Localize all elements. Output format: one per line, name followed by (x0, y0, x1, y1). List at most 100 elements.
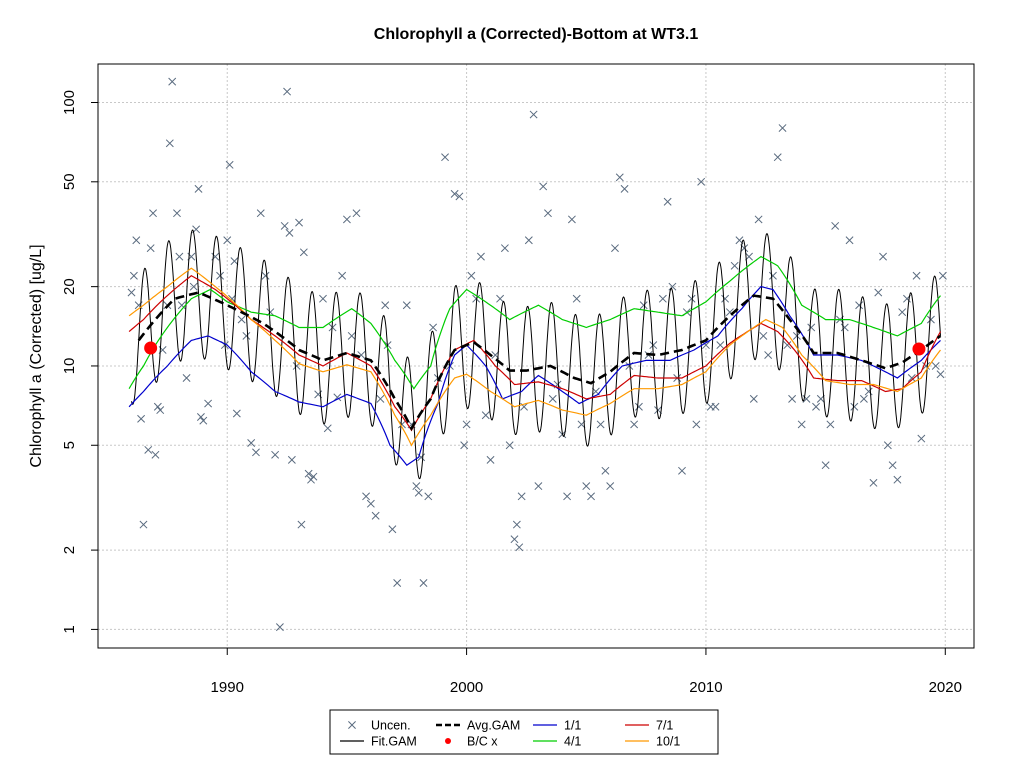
uncensored-point (730, 261, 739, 270)
uncensored-point (467, 271, 476, 280)
uncensored-point (869, 478, 878, 487)
uncensored-point (319, 294, 327, 303)
uncensored-point (879, 252, 888, 261)
uncensored-point (323, 424, 332, 433)
uncensored-point (455, 192, 464, 201)
uncensored-point (658, 294, 667, 303)
uncensored-point (362, 492, 371, 501)
uncensored-point (768, 271, 777, 280)
uncensored-point (347, 331, 356, 340)
uncensored-point (424, 492, 433, 501)
uncensored-point (938, 271, 947, 280)
uncensored-point (907, 374, 916, 382)
uncensored-point (402, 301, 411, 310)
uncensored-point (529, 110, 538, 119)
uncensored-point (216, 271, 225, 280)
uncensored-point (342, 215, 351, 224)
uncensored-point (831, 221, 840, 230)
uncensored-point (711, 402, 720, 411)
legend-label: Avg.GAM (467, 719, 520, 733)
uncensored-point (601, 466, 610, 475)
uncensored-point (912, 271, 921, 280)
uncensored-point (414, 488, 423, 497)
uncensored-point (697, 177, 706, 186)
x-tick-label: 1990 (211, 679, 244, 696)
legend-label: 1/1 (564, 719, 581, 733)
uncensored-point (634, 402, 643, 411)
x-tick-label: 2020 (929, 679, 962, 696)
uncensored-point (462, 420, 471, 429)
uncensored-point (639, 301, 648, 310)
uncensored-point (917, 434, 926, 443)
uncensored-point (223, 236, 232, 245)
uncensored-point (225, 160, 234, 169)
legend-label: 4/1 (564, 735, 581, 749)
uncensored-point (812, 402, 820, 411)
uncensored-point (874, 288, 883, 297)
uncensored-point (649, 341, 658, 350)
uncensored-point (821, 461, 830, 470)
uncensored-point (611, 244, 619, 253)
uncensored-point (668, 282, 677, 291)
uncensored-point (132, 236, 141, 245)
uncensored-point (855, 301, 864, 310)
uncensored-point (151, 450, 160, 459)
chart-title: Chlorophyll a (Corrected)-Bottom at WT3.… (374, 26, 699, 43)
bc-point (144, 341, 158, 355)
uncensored-point (338, 271, 347, 280)
uncensored-point (371, 511, 380, 520)
uncensored-point (472, 294, 481, 303)
uncensored-point (510, 535, 519, 544)
uncensored-point (285, 228, 294, 237)
uncensored-point (678, 466, 686, 475)
uncensored-point (864, 387, 873, 396)
uncensored-point (563, 492, 572, 501)
uncensored-point (888, 461, 897, 470)
uncensored-point (297, 520, 306, 529)
uncensored-point (845, 236, 854, 245)
uncensored-point (252, 448, 260, 457)
series-7-1-line (128, 274, 942, 432)
uncensored-point (898, 308, 907, 317)
uncensored-point (759, 331, 768, 340)
uncensored-point (802, 394, 811, 403)
plot-frame (97, 63, 975, 649)
uncensored-point (883, 441, 892, 450)
uncensored-point (247, 439, 256, 447)
uncensored-point (295, 218, 304, 227)
legend-box (329, 709, 719, 755)
uncensored-point (256, 209, 265, 218)
uncensored-point (242, 331, 251, 340)
uncensored-point (189, 282, 198, 291)
x-tick-label: 2010 (689, 679, 722, 696)
uncensored-point (352, 209, 361, 218)
uncensored-point (567, 215, 576, 224)
uncensored-point (156, 406, 165, 415)
uncensored-point (840, 323, 849, 332)
uncensored-point (429, 323, 438, 332)
uncensored-point (596, 420, 605, 429)
uncensored-point (283, 87, 292, 96)
y-tick-label: 50 (61, 173, 78, 190)
legend-label: Uncen. (371, 719, 411, 733)
uncensored-point (807, 323, 816, 332)
uncensored-point (232, 409, 241, 418)
uncensored-point (548, 394, 557, 403)
uncensored-point (716, 341, 725, 350)
y-tick-label: 1 (61, 625, 78, 633)
uncensored-point (620, 184, 629, 193)
uncensored-point (606, 482, 615, 491)
y-tick-label: 20 (61, 278, 78, 295)
y-tick-label: 10 (61, 358, 78, 375)
uncensored-point (773, 153, 782, 162)
uncensored-point (127, 288, 136, 297)
uncensored-point (280, 221, 289, 230)
uncensored-point (153, 402, 162, 411)
uncensored-point (309, 472, 318, 481)
uncensored-point (182, 374, 191, 382)
uncensored-point (199, 416, 208, 425)
uncensored-point (582, 482, 591, 491)
series-fit-gam-line (131, 229, 941, 480)
uncensored-point (572, 294, 581, 303)
